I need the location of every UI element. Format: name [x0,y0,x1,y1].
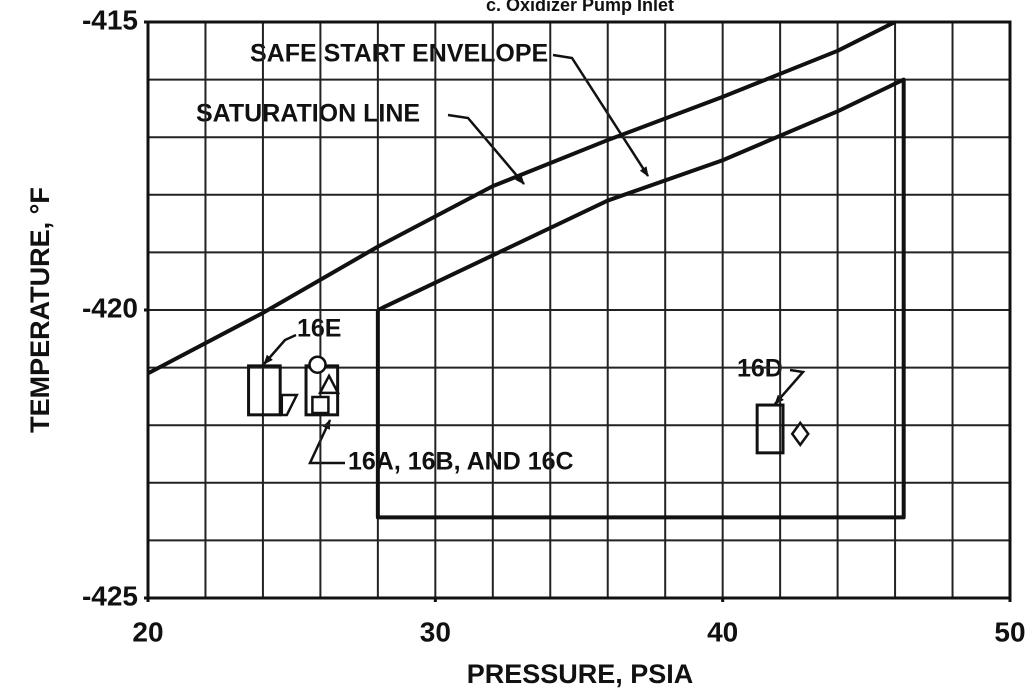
series-line [375,77,906,520]
leader [447,113,525,185]
plot-frame [146,20,1012,600]
x-tick-label: 20 [132,616,163,647]
leader [308,419,345,465]
chart-title: c. Oxidizer Pump Inlet [486,0,674,15]
data-point [317,373,341,395]
x-tick-label: 40 [707,616,738,647]
annotation: SATURATION LINE [196,100,420,128]
data-range [755,403,785,455]
data-point [790,420,810,447]
x-tick-label: 30 [420,616,451,647]
leader [774,368,806,405]
annotation: 16D [737,355,783,383]
data-point [311,395,330,415]
annotation: SAFE START ENVELOPE [250,40,548,68]
y-tick-label: -425 [82,580,138,611]
annotation: 16A, 16B, AND 16C [348,448,574,476]
data-point [280,393,299,417]
y-tick-label: -415 [82,4,138,35]
x-axis-label: PRESSURE, PSIA [467,659,694,689]
series-line [147,20,896,376]
annotation: 16E [297,315,341,343]
data-range [247,364,282,417]
y-tick-label: -420 [82,292,138,323]
leader [263,333,297,365]
x-tick-label: 50 [994,616,1025,647]
y-axis-label: TEMPERATURE, °F [25,187,55,433]
data-point [308,355,327,374]
